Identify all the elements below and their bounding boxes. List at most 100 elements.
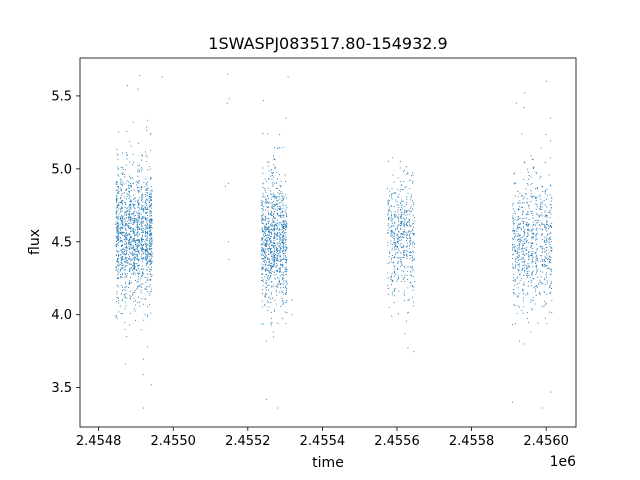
data-point [524, 243, 526, 245]
data-point [274, 203, 276, 205]
data-point [528, 223, 530, 225]
data-point [264, 219, 266, 221]
data-point [544, 291, 546, 294]
data-point [286, 216, 288, 218]
data-point [550, 224, 552, 226]
data-point [544, 215, 546, 217]
data-point [532, 221, 534, 223]
data-point [406, 239, 408, 242]
data-point [550, 256, 552, 259]
data-point [129, 251, 131, 253]
data-point [129, 161, 131, 163]
data-point [531, 253, 533, 255]
data-point [402, 234, 404, 236]
data-point [282, 231, 284, 233]
data-point [409, 254, 411, 256]
data-point [277, 269, 279, 271]
data-point [267, 198, 270, 200]
data-point [140, 231, 143, 234]
data-point [264, 242, 266, 244]
data-point [122, 210, 124, 212]
data-point [410, 240, 412, 242]
data-point [142, 195, 144, 197]
data-point [133, 197, 136, 199]
data-point [146, 199, 148, 201]
data-point [122, 259, 124, 261]
data-point [137, 268, 139, 270]
data-point [136, 263, 138, 265]
data-point [522, 251, 524, 253]
data-point [400, 227, 402, 229]
data-point [133, 267, 135, 269]
data-point [141, 275, 143, 278]
data-point [545, 226, 547, 228]
data-point [142, 407, 144, 409]
data-point [140, 189, 142, 191]
data-point [126, 235, 128, 237]
data-point [284, 270, 286, 272]
data-point [142, 239, 145, 241]
data-point [412, 204, 415, 206]
data-point [401, 247, 403, 249]
data-point [550, 270, 553, 272]
data-point [121, 222, 123, 224]
data-point [527, 254, 529, 256]
data-point [149, 200, 151, 202]
data-point [528, 230, 530, 232]
data-point [263, 228, 266, 230]
data-point [521, 239, 523, 241]
data-point [279, 234, 281, 236]
data-point [511, 249, 514, 251]
data-point [135, 304, 137, 306]
data-point [278, 228, 280, 230]
data-point [525, 193, 527, 195]
data-point [279, 255, 281, 257]
data-point [291, 299, 293, 301]
data-point [540, 258, 542, 260]
data-point [147, 266, 149, 268]
data-point [139, 218, 141, 220]
data-point [549, 217, 551, 219]
data-point [149, 225, 151, 227]
x-offset-label: 1e6 [550, 454, 577, 470]
data-point [267, 220, 269, 222]
x-axis: 2.4548 2.4550 2.4552 2.4554 2.4556 2.4558 2.45… [76, 427, 569, 449]
data-point [532, 166, 534, 168]
data-point [280, 223, 282, 225]
data-point [546, 215, 548, 217]
data-point [401, 239, 403, 241]
data-point [118, 272, 120, 274]
data-point [397, 279, 399, 281]
data-point [387, 225, 389, 227]
data-point [118, 232, 120, 234]
data-point [151, 190, 153, 192]
data-point [138, 202, 140, 204]
data-point [124, 241, 126, 243]
data-point [531, 272, 533, 274]
data-point [267, 227, 269, 229]
data-point [546, 233, 548, 235]
data-point [276, 199, 278, 202]
data-point [408, 252, 411, 254]
data-point [130, 204, 132, 206]
data-point [389, 252, 391, 254]
data-point [133, 219, 135, 221]
data-point [516, 252, 518, 254]
data-point [150, 198, 152, 200]
data-point [403, 256, 405, 259]
data-point [535, 172, 538, 174]
data-point [516, 230, 518, 233]
data-point [120, 195, 122, 197]
data-point [273, 336, 275, 338]
data-point [161, 76, 163, 78]
data-point [143, 268, 145, 270]
data-point [140, 186, 142, 189]
data-point [278, 235, 280, 237]
data-point [140, 208, 142, 211]
data-point [128, 190, 131, 193]
data-point [262, 200, 264, 202]
x-tick-label: 2.4554 [300, 434, 346, 449]
data-point [514, 247, 516, 249]
data-point [286, 222, 288, 225]
data-point [138, 264, 140, 266]
